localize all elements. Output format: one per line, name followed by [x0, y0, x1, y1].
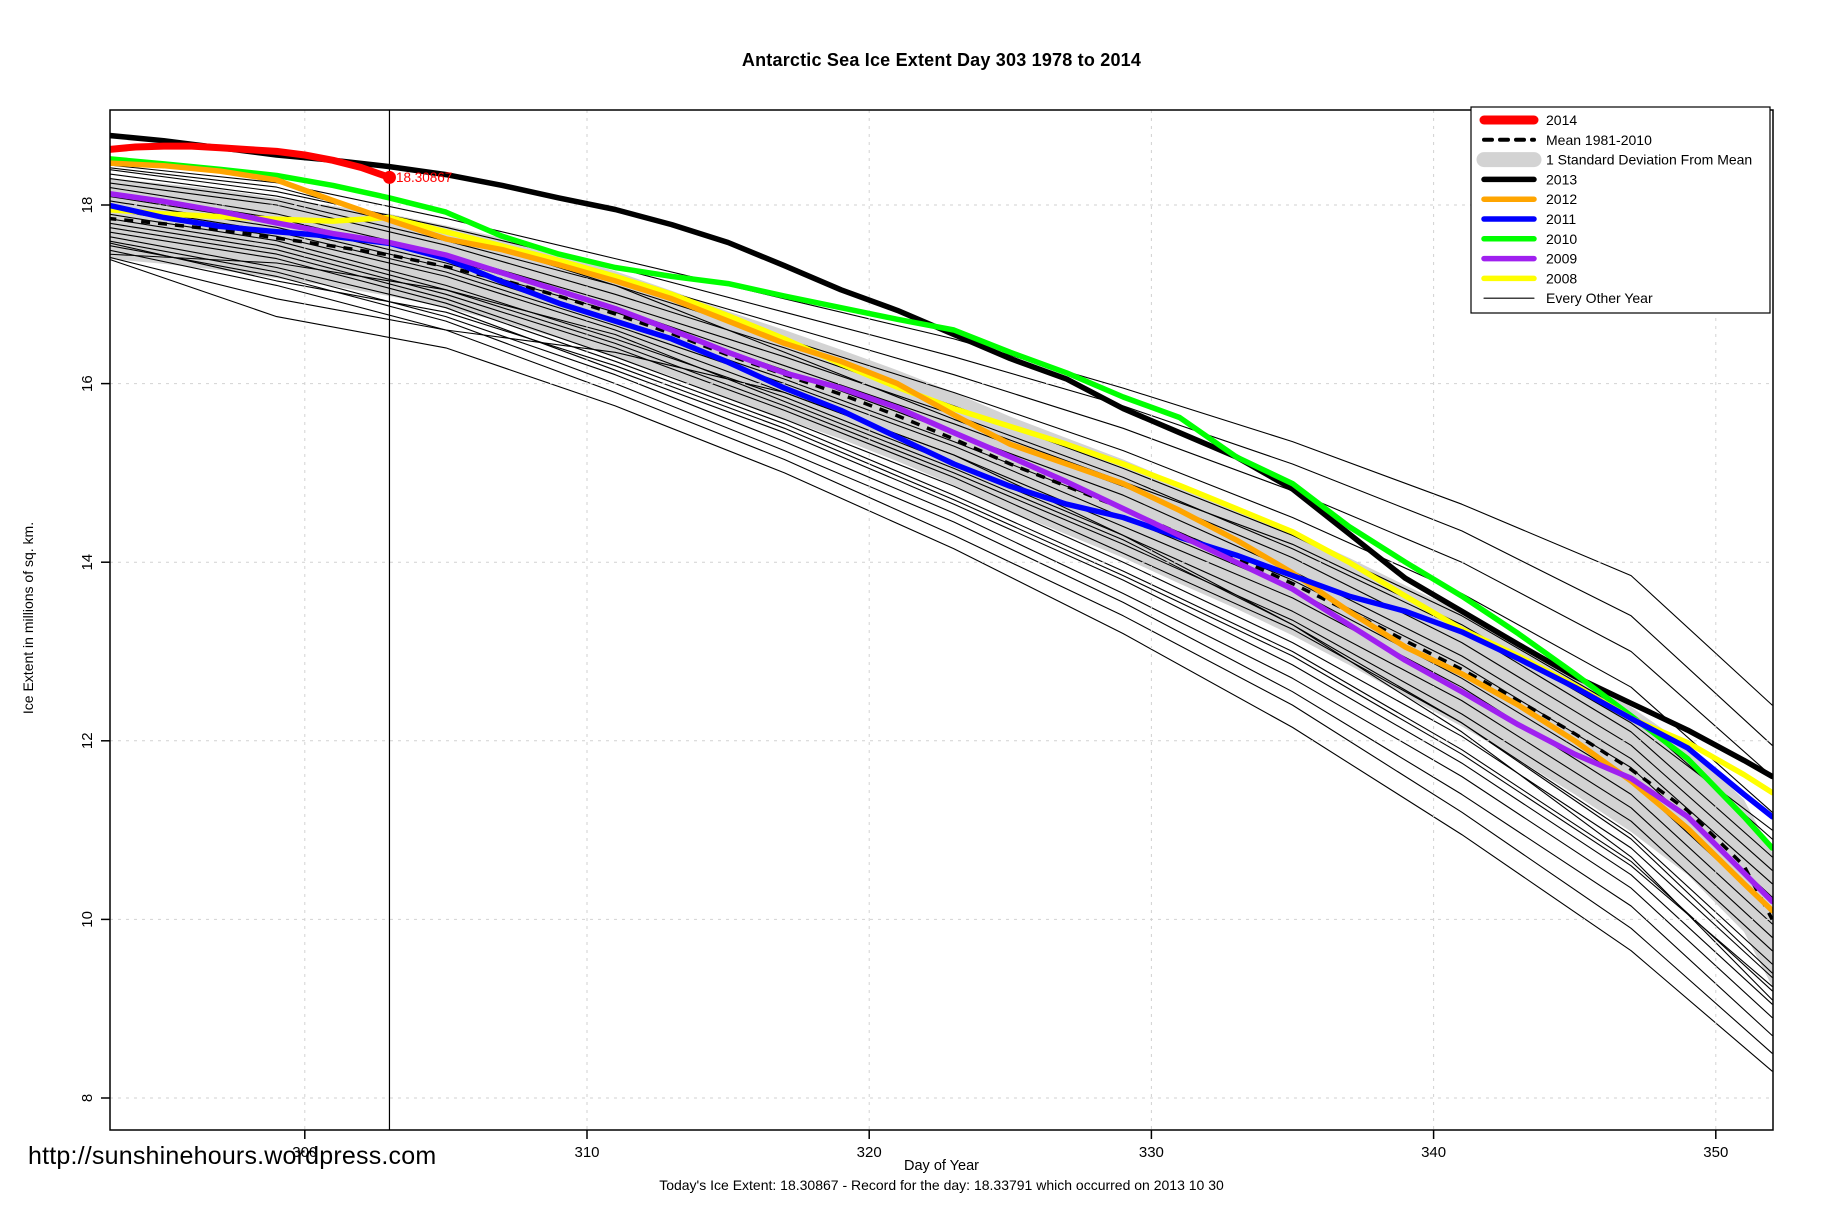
other-year-line: [110, 240, 1773, 1019]
legend-label: 2009: [1546, 251, 1577, 267]
chart-title: Antarctic Sea Ice Extent Day 303 1978 to…: [741, 50, 1142, 70]
x-tick-label: 330: [1139, 1144, 1164, 1161]
plot-area: [110, 110, 1773, 1130]
series-2014-endpoint: [382, 170, 396, 184]
x-tick-label: 340: [1421, 1144, 1446, 1161]
legend-label: 2011: [1546, 211, 1576, 227]
other-year-line: [110, 242, 1773, 987]
plot-border: [109, 109, 1774, 1131]
other-year-line: [110, 236, 1773, 1005]
legend-label: 2013: [1546, 171, 1577, 187]
y-tick-label: 14: [79, 554, 96, 571]
other-year-line: [110, 227, 1773, 978]
other-year-line: [110, 222, 1773, 965]
std-dev-band: [110, 178, 1773, 987]
footer-note: Today's Ice Extent: 18.30867 - Record fo…: [659, 1177, 1224, 1193]
x-tick-label: 300: [292, 1144, 317, 1161]
legend-label: 2012: [1546, 191, 1577, 207]
legend-label: 2008: [1546, 270, 1577, 286]
legend-label: Every Other Year: [1546, 290, 1653, 306]
y-axis-title: Ice Extent in millions of sq. km.: [20, 521, 36, 715]
x-tick-label: 350: [1703, 1144, 1728, 1161]
legend-label: 1 Standard Deviation From Mean: [1546, 152, 1752, 168]
other-year-line: [110, 245, 1773, 1037]
y-tick-label: 10: [79, 911, 96, 928]
other-year-line: [110, 256, 1773, 974]
x-tick-label: 310: [574, 1144, 599, 1161]
y-tick-label: 8: [79, 1094, 96, 1102]
other-year-line: [110, 213, 1773, 938]
y-tick-label: 16: [79, 375, 96, 392]
x-tick-label: 320: [857, 1144, 882, 1161]
other-year-line: [110, 231, 1773, 992]
x-axis-title: Day of Year: [904, 1158, 979, 1174]
legend: 2014 Mean 1981-2010 1 Standard Deviation F…: [1470, 106, 1771, 314]
y-tick-label: 12: [79, 732, 96, 749]
legend-label: Mean 1981-2010: [1546, 132, 1652, 148]
site-url: http://sunshinehours.wordpress.com: [28, 1142, 437, 1170]
legend-label: 2014: [1546, 112, 1577, 128]
series-line-2014: [110, 142, 393, 181]
y-tick-label: 18: [79, 197, 96, 214]
legend-label: 2010: [1546, 231, 1577, 247]
today-value-annotation: 18.30867: [396, 170, 453, 185]
mean-line: [110, 216, 1773, 921]
